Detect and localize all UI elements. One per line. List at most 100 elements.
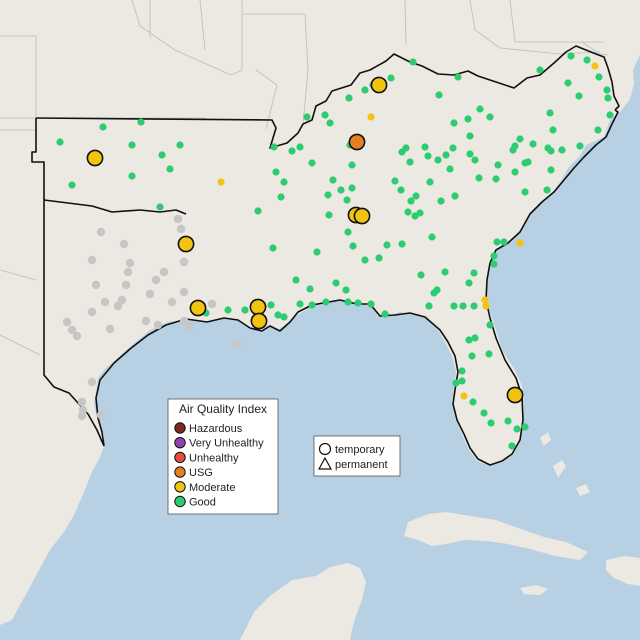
good-station-marker[interactable] [322, 298, 330, 306]
moderate-temporary-station-marker[interactable] [250, 312, 268, 330]
good-station-marker[interactable] [451, 192, 459, 200]
inactive-station-marker[interactable] [105, 324, 115, 334]
good-station-marker[interactable] [470, 269, 478, 277]
good-station-marker[interactable] [425, 302, 433, 310]
inactive-station-marker[interactable] [167, 297, 177, 307]
good-station-marker[interactable] [381, 310, 389, 318]
good-station-marker[interactable] [404, 208, 412, 216]
good-station-marker[interactable] [321, 111, 329, 119]
good-station-marker[interactable] [397, 186, 405, 194]
good-station-marker[interactable] [524, 158, 532, 166]
good-station-marker[interactable] [424, 152, 432, 160]
good-station-marker[interactable] [493, 238, 501, 246]
good-station-marker[interactable] [398, 240, 406, 248]
good-station-marker[interactable] [270, 143, 278, 151]
moderate-station-marker[interactable] [482, 302, 490, 310]
moderate-station-marker[interactable] [516, 239, 524, 247]
good-station-marker[interactable] [500, 238, 508, 246]
good-station-marker[interactable] [469, 398, 477, 406]
good-station-marker[interactable] [441, 268, 449, 276]
good-station-marker[interactable] [471, 334, 479, 342]
inactive-station-marker[interactable] [87, 307, 97, 317]
good-station-marker[interactable] [267, 301, 275, 309]
good-station-marker[interactable] [487, 419, 495, 427]
good-station-marker[interactable] [433, 286, 441, 294]
good-station-marker[interactable] [486, 321, 494, 329]
good-station-marker[interactable] [575, 92, 583, 100]
good-station-marker[interactable] [458, 367, 466, 375]
good-station-marker[interactable] [411, 212, 419, 220]
good-station-marker[interactable] [387, 74, 395, 82]
good-station-marker[interactable] [407, 197, 415, 205]
good-station-marker[interactable] [367, 300, 375, 308]
inactive-station-marker[interactable] [179, 287, 189, 297]
good-station-marker[interactable] [426, 178, 434, 186]
good-station-marker[interactable] [576, 142, 584, 150]
good-station-marker[interactable] [492, 175, 500, 183]
good-station-marker[interactable] [450, 302, 458, 310]
good-station-marker[interactable] [337, 186, 345, 194]
good-station-marker[interactable] [521, 423, 529, 431]
good-station-marker[interactable] [296, 143, 304, 151]
good-station-marker[interactable] [547, 166, 555, 174]
inactive-station-marker[interactable] [77, 411, 87, 421]
good-station-marker[interactable] [361, 86, 369, 94]
good-station-marker[interactable] [516, 135, 524, 143]
good-station-marker[interactable] [471, 156, 479, 164]
good-station-marker[interactable] [292, 276, 300, 284]
good-station-marker[interactable] [332, 279, 340, 287]
good-station-marker[interactable] [465, 336, 473, 344]
good-station-marker[interactable] [308, 159, 316, 167]
inactive-station-marker[interactable] [100, 297, 110, 307]
good-station-marker[interactable] [536, 66, 544, 74]
good-station-marker[interactable] [348, 161, 356, 169]
moderate-temporary-station-marker[interactable] [177, 235, 195, 253]
good-station-marker[interactable] [434, 156, 442, 164]
good-station-marker[interactable] [485, 350, 493, 358]
good-station-marker[interactable] [348, 184, 356, 192]
inactive-station-marker[interactable] [67, 325, 77, 335]
good-station-marker[interactable] [594, 126, 602, 134]
good-station-marker[interactable] [128, 141, 136, 149]
good-station-marker[interactable] [513, 425, 521, 433]
inactive-station-marker[interactable] [207, 299, 217, 309]
good-station-marker[interactable] [406, 158, 414, 166]
inactive-station-marker[interactable] [77, 397, 87, 407]
good-station-marker[interactable] [99, 123, 107, 131]
good-station-marker[interactable] [241, 306, 249, 314]
moderate-station-marker[interactable] [460, 392, 468, 400]
good-station-marker[interactable] [458, 377, 466, 385]
good-station-marker[interactable] [325, 211, 333, 219]
good-station-marker[interactable] [511, 168, 519, 176]
good-station-marker[interactable] [156, 203, 164, 211]
inactive-station-marker[interactable] [176, 224, 186, 234]
good-station-marker[interactable] [567, 52, 575, 60]
inactive-station-marker[interactable] [87, 377, 97, 387]
good-station-marker[interactable] [450, 119, 458, 127]
good-station-marker[interactable] [324, 191, 332, 199]
good-station-marker[interactable] [361, 256, 369, 264]
inactive-station-marker[interactable] [87, 255, 97, 265]
good-station-marker[interactable] [68, 181, 76, 189]
good-station-marker[interactable] [277, 193, 285, 201]
good-station-marker[interactable] [549, 126, 557, 134]
inactive-station-marker[interactable] [141, 316, 151, 326]
inactive-station-marker[interactable] [232, 339, 242, 349]
good-station-marker[interactable] [345, 94, 353, 102]
moderate-temporary-station-marker[interactable] [86, 149, 104, 167]
inactive-station-marker[interactable] [91, 280, 101, 290]
inactive-station-marker[interactable] [184, 321, 194, 331]
good-station-marker[interactable] [344, 228, 352, 236]
good-station-marker[interactable] [288, 147, 296, 155]
good-station-marker[interactable] [224, 306, 232, 314]
good-station-marker[interactable] [511, 142, 519, 150]
inactive-station-marker[interactable] [117, 295, 127, 305]
inactive-station-marker[interactable] [145, 289, 155, 299]
usg-temporary-station-marker[interactable] [348, 133, 366, 151]
moderate-station-marker[interactable] [591, 62, 599, 70]
good-station-marker[interactable] [595, 73, 603, 81]
good-station-marker[interactable] [428, 233, 436, 241]
good-station-marker[interactable] [449, 144, 457, 152]
inactive-station-marker[interactable] [159, 267, 169, 277]
inactive-station-marker[interactable] [113, 301, 123, 311]
